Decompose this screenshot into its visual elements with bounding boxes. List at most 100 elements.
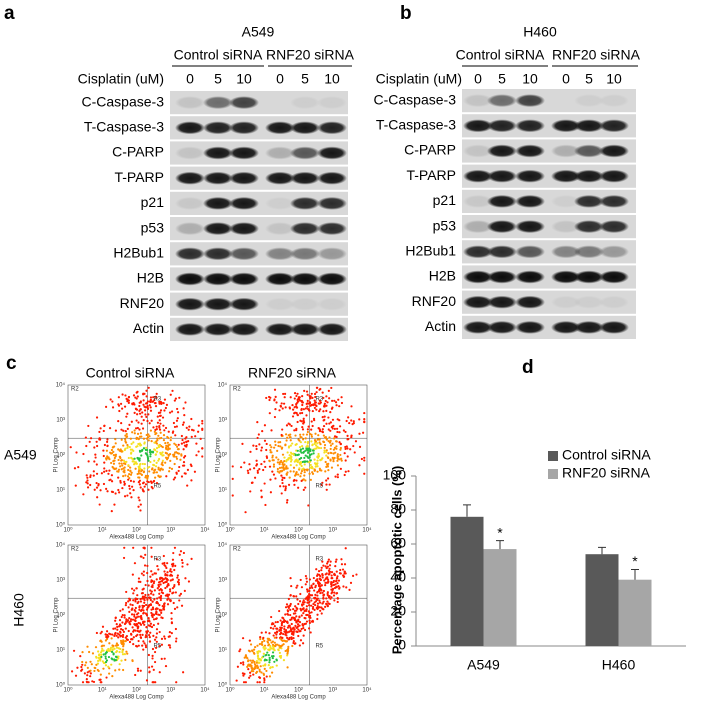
flow-event [81,660,84,664]
flow-event [291,644,294,648]
dose-label: 10 [606,71,622,87]
x-axis-title: Alexa488 Log Comp [271,695,326,701]
flow-event [134,427,138,430]
flow-event [173,607,177,610]
flow-event [300,436,303,439]
flow-event [166,458,169,461]
flow-event [316,617,319,621]
flow-event [312,576,315,580]
flow-event [326,594,329,597]
flow-event [161,459,165,462]
flow-event [314,593,317,596]
flow-event [94,666,97,670]
flow-event [85,481,88,484]
flow-event [334,475,337,478]
axis-tick: 10² [294,528,303,534]
flow-event [340,396,343,399]
flow-event [249,659,252,662]
flow-event [239,466,243,469]
flow-event [128,599,131,602]
flow-event [316,445,319,448]
flow-event [299,607,302,610]
flow-event [286,631,289,634]
flow-event [163,409,166,412]
flow-event [160,402,163,406]
legend-swatch [548,451,558,461]
error-bar [598,546,606,555]
error-bar [463,504,471,517]
flow-event [322,600,325,603]
flow-event [163,637,167,640]
flow-event [140,469,144,472]
flow-event [322,564,325,567]
flow-event [139,600,143,603]
flow-event [126,638,129,641]
flow-event [128,484,131,488]
flow-event [290,622,293,626]
flow-event [328,567,331,570]
flow-event [362,431,365,434]
flow-event [279,485,282,488]
flow-event [289,613,292,617]
flow-event [142,609,145,612]
flow-event [111,406,115,409]
flow-event [319,609,322,612]
flow-event [136,667,140,670]
blot-band [203,146,233,160]
flow-event [330,466,334,469]
flow-event [106,455,109,458]
flow-event [150,608,153,611]
flow-event [172,430,175,433]
flow-event [119,481,122,484]
flow-event [338,431,341,434]
flow-event [130,618,133,621]
flow-event [138,465,141,468]
flow-event [338,405,341,408]
flow-event [124,636,127,639]
blot-band [599,119,629,133]
blot-band [551,245,581,259]
flow-event [279,619,282,622]
flow-event [112,450,115,453]
flow-event [302,408,305,411]
flow-event [295,411,298,415]
flow-event [177,583,181,586]
flow-event [320,589,323,592]
flow-event [261,643,264,646]
row-label: H460 [11,593,27,627]
flow-event [303,471,306,474]
panel-letter: d [522,357,534,378]
axis-tick: 10⁰ [56,522,66,529]
flow-event [325,488,328,491]
flow-event [363,420,366,423]
flow-event [190,417,193,421]
blot-band [487,270,517,284]
flow-event [104,664,108,667]
flow-event [330,425,333,429]
flow-event [274,408,277,411]
flow-event [146,476,149,479]
flow-event [247,667,250,671]
legend-label: Control siRNA [562,447,651,463]
flow-event [248,650,251,653]
flow-event [260,449,263,452]
flow-event [134,467,137,470]
flow-event [98,503,101,506]
flow-event [128,640,132,644]
flow-event [174,443,177,446]
flow-event [268,661,271,664]
flow-event [164,586,167,590]
flow-event [332,424,335,427]
axis-tick: 10³ [56,578,65,584]
flow-event [176,580,180,583]
gate-label: R5 [153,483,161,489]
flow-event [133,429,136,432]
flow-event [272,647,275,650]
flow-event [175,457,179,460]
flow-event [342,429,345,432]
flow-event [125,436,128,439]
flow-event [300,614,303,617]
flow-event [194,435,197,438]
blot-band [487,295,517,309]
flow-event [126,475,130,478]
